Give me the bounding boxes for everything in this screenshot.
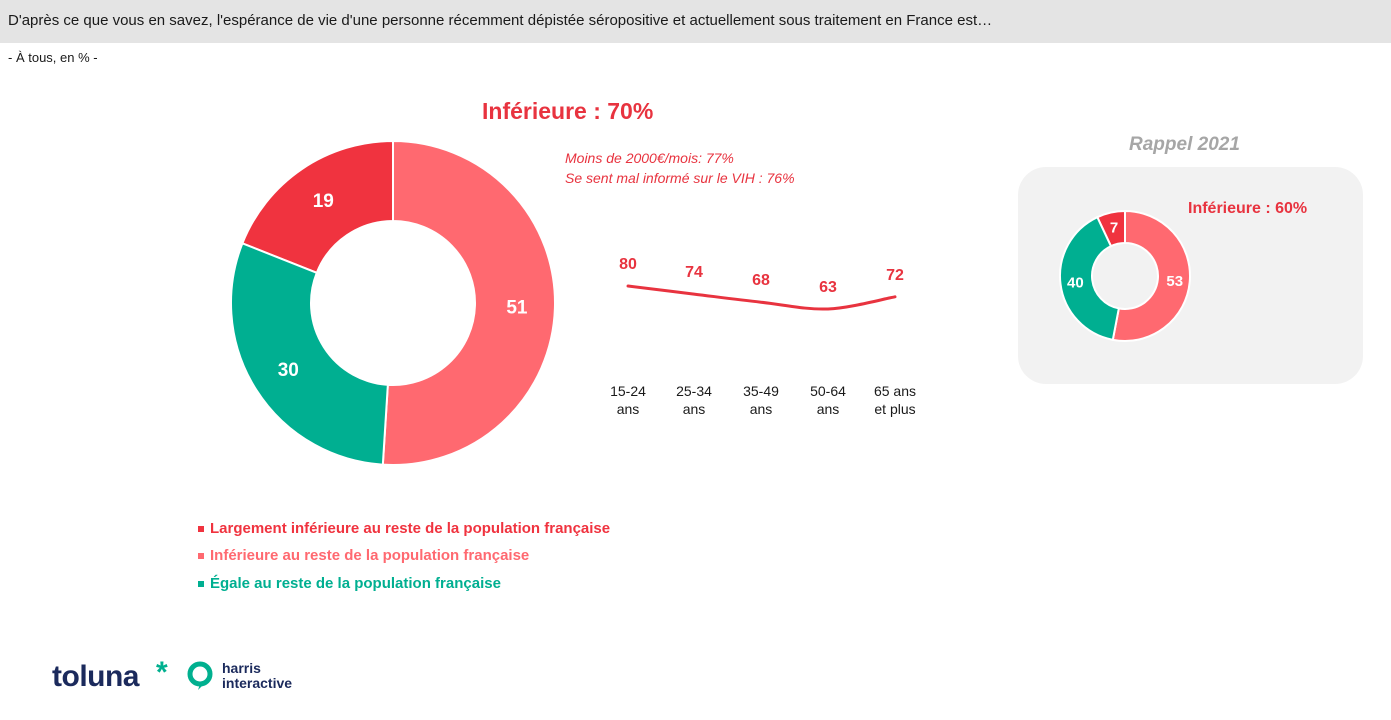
recall-title: Rappel 2021 [1129,134,1240,155]
harris-ring-icon [187,661,213,690]
age-category-label: 35-49 ans [743,383,779,417]
annotation-income: Moins de 2000€/mois: 77% [565,150,734,166]
age-category-label: 65 ans et plus [873,383,917,417]
age-category-label: 15-24 ans [610,383,646,417]
main-donut-label-2: 30 [278,360,299,381]
age-value-label: 80 [619,256,637,273]
main-legend: Largement inférieure au reste de la popu… [198,515,610,598]
main-donut-label-1: 51 [506,298,528,319]
harris-logo-line1: harris [222,660,261,676]
recall-headline: Inférieure : 60% [1188,200,1308,217]
toluna-star-icon: * [156,656,168,689]
main-donut-slice-1 [381,139,557,466]
age-category-label: 50-64 ans [810,383,846,417]
recall-donut-label-0: 7 [1110,219,1118,236]
age-category-label: 25-34 ans [676,383,712,417]
legend-label: Largement inférieure au reste de la popu… [210,519,611,537]
recall-donut-slice-2 [1059,215,1120,342]
age-value-label: 63 [819,278,837,296]
main-donut-label-0: 19 [313,191,334,212]
recall-donut-label-1: 53 [1166,273,1183,290]
legend-swatch [198,553,204,560]
age-value-label: 68 [752,272,770,290]
question-text: D'après ce que vous en savez, l'espéranc… [8,12,993,29]
legend-label: Égale au reste de la population français… [210,574,501,592]
age-value-label: 72 [886,266,904,284]
legend-entry: Inférieure au reste de la population fra… [198,543,610,571]
age-line-series [626,284,897,311]
age-value-label: 74 [685,264,703,282]
recall-donut-slice-1 [1111,209,1191,342]
main-donut-slice-0 [241,139,394,275]
legend-swatch [198,580,204,587]
legend-entry: Largement inférieure au reste de la popu… [198,515,610,543]
legend-label: Inférieure au reste de la population fra… [210,547,530,565]
legend-swatch [198,525,204,532]
harris-interactive-logo: harris interactive [222,661,292,691]
harris-logo-line2: interactive [222,675,293,691]
main-chart-title: Inférieure : 70% [482,98,654,124]
question-bar: D'après ce que vous en savez, l'espéranc… [0,0,1391,43]
legend-entry: Égale au reste de la population français… [198,570,610,598]
recall-donut-label-2: 40 [1067,275,1084,292]
annotation-informed: Se sent mal informé sur le VIH : 76% [565,170,795,186]
base-text: - À tous, en % - [8,50,98,65]
main-donut-slice-2 [230,242,389,466]
toluna-logo: toluna [52,660,140,693]
